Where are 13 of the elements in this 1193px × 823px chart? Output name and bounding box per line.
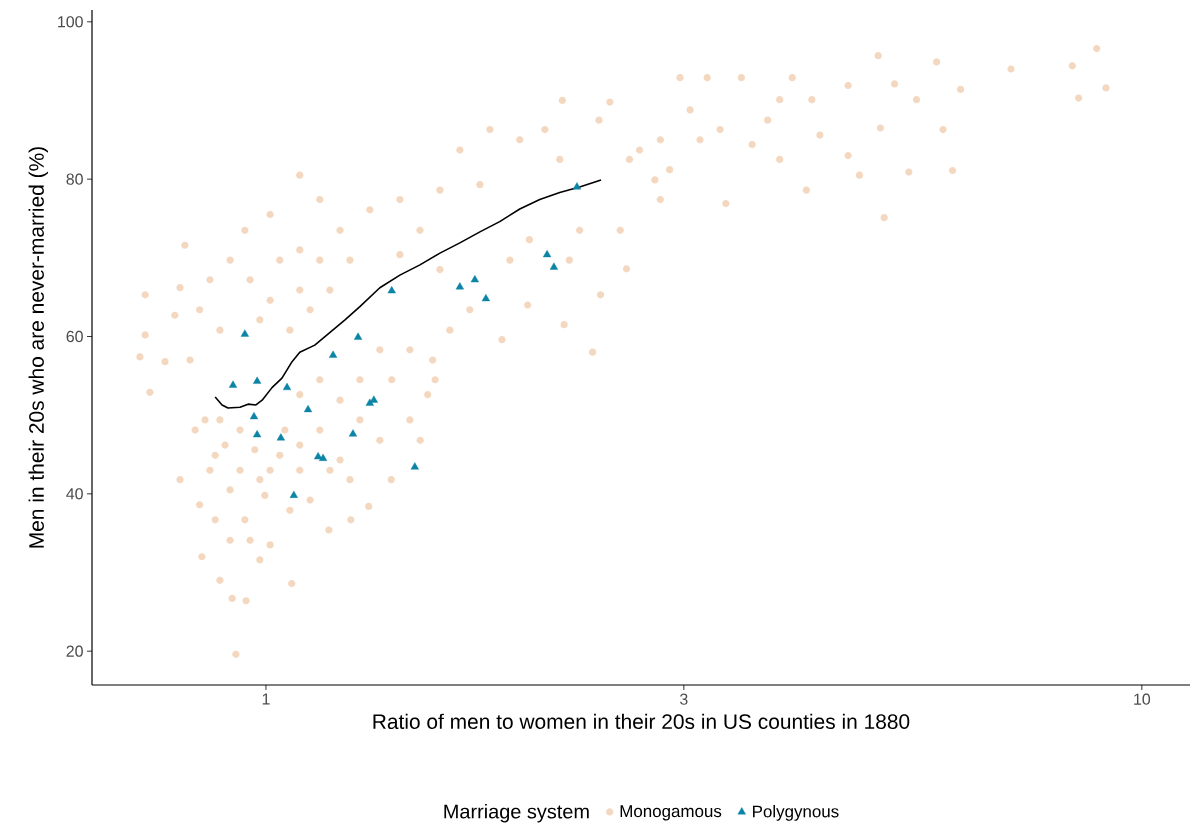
y-tick-label: 80 [66,173,83,185]
x-tick-label: 3 [680,693,688,705]
x-tick-label: 10 [1134,693,1151,705]
y-tick-label: 100 [58,16,83,28]
x-tick-label: 1 [262,693,270,705]
y-axis-title: Men in their 20s who are never-married (%) [28,147,49,548]
legend-title: Marriage system [444,803,589,823]
x-axis-title: Ratio of men to women in their 20s in US counties in 1880 [373,713,910,730]
y-tick-label: 20 [66,645,83,657]
y-tick-label: 60 [66,330,83,343]
y-tick-label: 40 [66,488,83,500]
legend-label: Monogamous [620,805,722,821]
legend-label: Polygynous [753,805,839,821]
